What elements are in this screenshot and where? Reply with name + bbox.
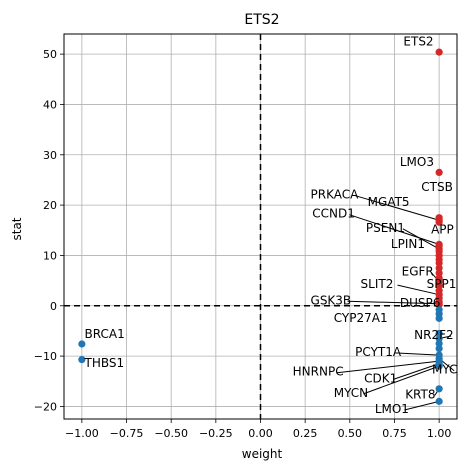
annotation-label: CDK1	[364, 371, 397, 385]
data-point	[435, 362, 443, 370]
x-tick-label: −0.25	[199, 427, 233, 440]
data-point	[435, 314, 443, 322]
annotation-label: ETS2	[403, 35, 433, 49]
x-tick-label: 0.00	[248, 427, 273, 440]
data-point	[435, 385, 443, 393]
y-axis-label: stat	[10, 217, 24, 240]
y-tick-label: −10	[34, 350, 57, 363]
data-point	[435, 282, 443, 290]
x-tick-label: −1.00	[65, 427, 99, 440]
annotation-leader-line	[354, 195, 440, 221]
y-tick-label: −20	[34, 400, 57, 413]
data-point	[435, 301, 443, 309]
annotation-leader-line	[404, 400, 440, 411]
x-tick-label: −0.75	[110, 427, 144, 440]
annotation-leader-line	[336, 360, 440, 374]
y-tick-label: 20	[43, 199, 57, 212]
data-point	[78, 356, 86, 364]
data-point	[435, 344, 443, 353]
annotation-label: PCYT1A	[355, 345, 402, 359]
data-point	[78, 340, 86, 348]
data-point	[435, 48, 443, 56]
annotation-label: EGFR	[402, 265, 434, 279]
y-tick-label: 40	[43, 98, 57, 111]
annotation-label: GSK3B	[311, 293, 352, 307]
x-tick-label: 0.75	[382, 427, 407, 440]
annotation-leaders	[336, 195, 455, 411]
annotation-label: PSEN1	[366, 221, 405, 235]
annotation-label: MYC	[432, 363, 457, 377]
annotation-leader-line	[363, 365, 440, 395]
annotation-leader-line	[393, 363, 440, 380]
annotation-label: MGAT5	[368, 195, 410, 209]
annotation-label: APP	[431, 222, 454, 236]
annotation-label: HNRNPC	[293, 365, 344, 379]
annotation-label: CYP27A1	[334, 311, 388, 325]
annotation-leader-line	[399, 352, 440, 356]
annotation-label: LPIN1	[391, 237, 425, 251]
data-point	[435, 397, 443, 405]
annotation-label: CTSB	[421, 180, 453, 194]
annotation-leader-line	[402, 228, 440, 250]
annotation-label: MYCN	[334, 386, 368, 400]
x-tick-label: −0.50	[154, 427, 188, 440]
y-tick-label: 10	[43, 249, 57, 262]
y-tick-label: 0	[50, 300, 57, 313]
data-point	[435, 334, 443, 343]
data-point	[435, 269, 443, 277]
x-axis-label: weight	[242, 447, 283, 461]
data-point	[435, 168, 443, 176]
annotation-label: DUSP6	[400, 296, 441, 310]
y-tick-label: 50	[43, 48, 57, 61]
annotation-leader-line	[347, 300, 440, 305]
annotation-label: KRT8	[405, 387, 435, 401]
annotation-label: CCND1	[312, 207, 355, 221]
x-tick-label: 0.25	[293, 427, 318, 440]
annotation-label: SPP1	[427, 277, 457, 291]
data-point	[435, 339, 443, 348]
data-point	[435, 218, 443, 226]
annotation-label: SLIT2	[361, 277, 394, 291]
data-point	[435, 329, 443, 338]
annotation-label: LMO1	[375, 402, 409, 416]
annotation-label: BRCA1	[85, 327, 125, 341]
chart-title: ETS2	[244, 12, 279, 28]
annotation-label: PRKACA	[311, 188, 360, 202]
data-points	[78, 48, 443, 405]
annotation-leader-line	[397, 284, 440, 296]
annotation-label: LMO3	[400, 155, 434, 169]
annotation-label: NR2F2	[414, 328, 454, 342]
y-tick-label: 30	[43, 149, 57, 162]
plot-frame	[63, 33, 458, 420]
x-tick-label: 1.00	[427, 427, 452, 440]
data-point	[435, 259, 443, 267]
x-tick-label: 0.50	[338, 427, 363, 440]
data-point	[435, 264, 443, 272]
annotation-label: THBS1	[84, 356, 125, 370]
annotation-labels: ETS2 LMO3 CTSB PRKACA MGAT5 CCND1 APP PSEN1 LPIN…	[84, 35, 458, 416]
annotation-leader-line	[349, 214, 440, 245]
axis-ticks: −1.00 −0.75 −0.50 −0.25 0.00 0.25 0.50 0.75 1.00…	[34, 48, 452, 440]
reference-lines	[64, 34, 457, 419]
